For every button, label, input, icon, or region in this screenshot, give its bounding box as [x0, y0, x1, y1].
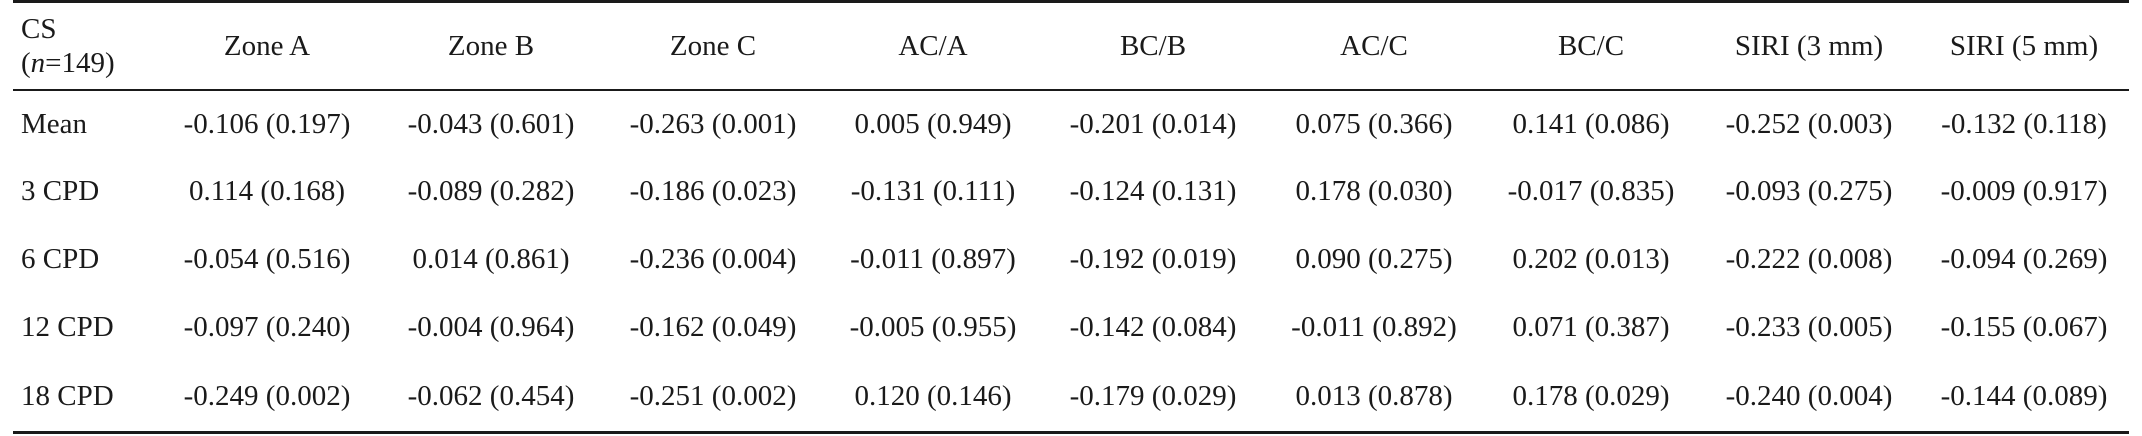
table-row: 3 CPD 0.114 (0.168) -0.089 (0.282) -0.18…: [13, 157, 2129, 225]
table-cell: -0.106 (0.197): [183, 107, 351, 140]
table-cell: 0.090 (0.275): [1295, 242, 1453, 275]
table-cell: -0.131 (0.111): [850, 174, 1016, 207]
table-cell: 0.114 (0.168): [189, 174, 345, 207]
table-cell: -0.144 (0.089): [1940, 379, 2108, 412]
table-cell: -0.252 (0.003): [1725, 107, 1893, 140]
table-cell: -0.186 (0.023): [629, 174, 797, 207]
table-cell: -0.132 (0.118): [1941, 107, 2107, 140]
column-header: BC/B: [1119, 29, 1187, 62]
table-cell: -0.179 (0.029): [1069, 379, 1237, 412]
table-cell: 0.120 (0.146): [854, 379, 1012, 412]
table-cell: -0.263 (0.001): [629, 107, 797, 140]
header-row: CS (n=149) Zone A Zone B Zone C AC/A BC/…: [13, 1, 2129, 91]
corner-label-count: =149): [45, 47, 115, 79]
table-cell: -0.054 (0.516): [183, 242, 351, 275]
table-cell: 0.178 (0.030): [1295, 174, 1453, 207]
column-header: AC/C: [1340, 29, 1408, 62]
corner-header-cell: CS (n=149): [13, 2, 153, 91]
table-cell: -0.017 (0.835): [1507, 174, 1675, 207]
table-cell: -0.097 (0.240): [183, 310, 351, 343]
table-cell: 0.071 (0.387): [1512, 310, 1670, 343]
corner-label-paren: (: [21, 47, 31, 79]
corner-label-cs: CS: [21, 13, 57, 45]
corner-label-n: n: [30, 47, 46, 79]
row-label: 12 CPD: [21, 310, 114, 343]
table-body: Mean -0.106 (0.197) -0.043 (0.601) -0.26…: [13, 90, 2129, 433]
table-row: Mean -0.106 (0.197) -0.043 (0.601) -0.26…: [13, 90, 2129, 157]
table-cell: -0.240 (0.004): [1725, 379, 1893, 412]
table-cell: 0.014 (0.861): [412, 242, 570, 275]
table-cell: -0.089 (0.282): [407, 174, 575, 207]
column-header: Zone B: [447, 29, 535, 62]
correlation-table: CS (n=149) Zone A Zone B Zone C AC/A BC/…: [13, 0, 2129, 434]
table-cell: -0.142 (0.084): [1069, 310, 1237, 343]
column-header: BC/C: [1557, 29, 1625, 62]
table-cell: 0.178 (0.029): [1512, 379, 1670, 412]
table-header: CS (n=149) Zone A Zone B Zone C AC/A BC/…: [13, 1, 2129, 91]
table-cell: -0.005 (0.955): [849, 310, 1017, 343]
table-row: 12 CPD -0.097 (0.240) -0.004 (0.964) -0.…: [13, 293, 2129, 361]
column-header: SIRI (3 mm): [1734, 29, 1884, 62]
table-cell: -0.011 (0.892): [1291, 310, 1457, 343]
table-cell: -0.062 (0.454): [407, 379, 575, 412]
correlation-table-container: CS (n=149) Zone A Zone B Zone C AC/A BC/…: [13, 0, 2129, 434]
column-header: SIRI (5 mm): [1949, 29, 2099, 62]
table-cell: 0.141 (0.086): [1512, 107, 1670, 140]
table-cell: -0.011 (0.897): [850, 242, 1016, 275]
row-label: 6 CPD: [21, 242, 100, 275]
column-header: AC/A: [898, 29, 968, 62]
table-cell: -0.009 (0.917): [1940, 174, 2108, 207]
column-header: Zone A: [223, 29, 311, 62]
table-cell: -0.094 (0.269): [1940, 242, 2108, 275]
table-cell: -0.201 (0.014): [1069, 107, 1237, 140]
table-cell: 0.202 (0.013): [1512, 242, 1670, 275]
table-cell: -0.124 (0.131): [1069, 174, 1237, 207]
table-cell: -0.236 (0.004): [629, 242, 797, 275]
row-label: 3 CPD: [21, 174, 100, 207]
table-cell: -0.155 (0.067): [1940, 310, 2108, 343]
column-header: Zone C: [669, 29, 757, 62]
row-label: 18 CPD: [21, 379, 114, 412]
table-cell: -0.251 (0.002): [629, 379, 797, 412]
row-label: Mean: [21, 107, 88, 140]
table-row: 6 CPD -0.054 (0.516) 0.014 (0.861) -0.23…: [13, 225, 2129, 293]
table-cell: -0.004 (0.964): [407, 310, 575, 343]
table-cell: -0.222 (0.008): [1725, 242, 1893, 275]
table-cell: -0.192 (0.019): [1069, 242, 1237, 275]
table-cell: 0.075 (0.366): [1295, 107, 1453, 140]
table-cell: -0.162 (0.049): [629, 310, 797, 343]
table-cell: -0.233 (0.005): [1725, 310, 1893, 343]
table-cell: 0.005 (0.949): [854, 107, 1012, 140]
table-cell: -0.043 (0.601): [407, 107, 575, 140]
table-cell: -0.249 (0.002): [183, 379, 351, 412]
table-row: 18 CPD -0.249 (0.002) -0.062 (0.454) -0.…: [13, 361, 2129, 433]
table-cell: 0.013 (0.878): [1295, 379, 1453, 412]
table-cell: -0.093 (0.275): [1725, 174, 1893, 207]
